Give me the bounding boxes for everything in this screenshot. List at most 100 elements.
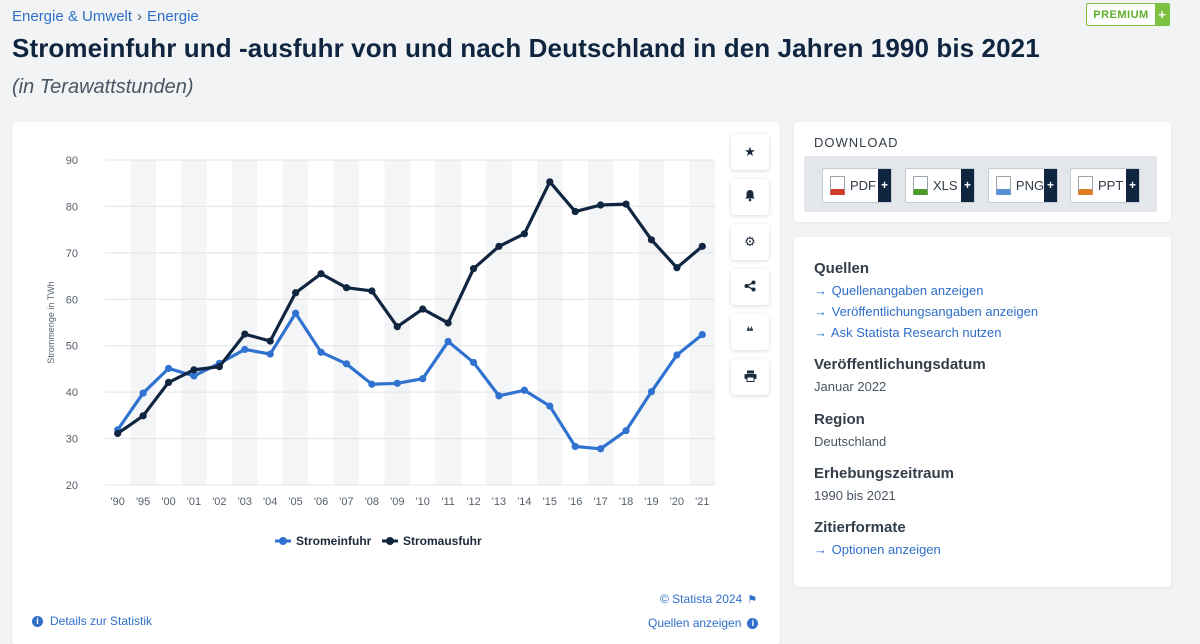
data-point[interactable] <box>215 363 223 371</box>
breadcrumb-separator: › <box>137 8 143 25</box>
data-point[interactable] <box>317 348 325 356</box>
legend-item-stromausfuhr[interactable]: Stromausfuhr <box>382 534 482 548</box>
download-xls-button[interactable]: XLS + <box>905 168 975 203</box>
premium-button[interactable]: PREMIUM + <box>1086 3 1170 26</box>
data-point[interactable] <box>241 330 249 338</box>
data-point[interactable] <box>393 323 401 331</box>
citation-options-link[interactable]: → Optionen anzeigen <box>814 542 941 557</box>
source-link-research[interactable]: → Ask Statista Research nutzen <box>814 325 1001 340</box>
data-point[interactable] <box>164 378 173 386</box>
page-subtitle: (in Terawattstunden) <box>12 76 194 98</box>
data-point[interactable] <box>139 412 147 420</box>
column-band <box>333 160 360 485</box>
download-pdf-label: PDF <box>850 178 876 193</box>
data-point[interactable] <box>647 388 656 396</box>
share-button[interactable] <box>731 269 769 305</box>
column-band <box>537 160 563 485</box>
column-band <box>638 160 665 485</box>
data-point[interactable] <box>241 345 249 354</box>
data-point[interactable] <box>520 386 528 394</box>
data-point[interactable] <box>114 429 122 438</box>
citation-heading: Zitierformate <box>814 519 906 536</box>
legend-label: Stromausfuhr <box>403 534 482 548</box>
notification-button[interactable] <box>731 179 769 215</box>
breadcrumb-item-energie-umwelt[interactable]: Energie & Umwelt <box>12 8 133 25</box>
details-link[interactable]: i Details zur Statistik <box>32 614 152 628</box>
data-point[interactable] <box>444 319 452 327</box>
data-point[interactable] <box>698 330 706 339</box>
data-point[interactable] <box>469 265 478 273</box>
data-point[interactable] <box>597 445 605 453</box>
arrow-right-icon: → <box>814 325 827 340</box>
data-point[interactable] <box>393 379 401 387</box>
data-point[interactable] <box>469 358 478 367</box>
data-point[interactable] <box>139 389 147 397</box>
settings-button[interactable]: ⚙ <box>731 224 769 260</box>
data-point[interactable] <box>342 360 351 368</box>
legend-label: Stromeinfuhr <box>296 534 372 548</box>
legend-marker <box>386 537 394 545</box>
data-point[interactable] <box>292 289 300 297</box>
x-tick-label: '10 <box>416 496 430 508</box>
data-point[interactable] <box>266 350 274 358</box>
arrow-right-icon: → <box>814 304 827 319</box>
data-point[interactable] <box>622 200 630 208</box>
data-point[interactable] <box>520 230 528 238</box>
series-line-stromeinfuhr <box>116 311 704 451</box>
x-tick-label: '03 <box>238 496 252 508</box>
data-point[interactable] <box>164 364 173 373</box>
cite-button[interactable]: ❝ <box>731 314 769 350</box>
data-point[interactable] <box>622 427 630 435</box>
data-point[interactable] <box>419 375 427 383</box>
favorite-button[interactable]: ★ <box>731 134 769 170</box>
show-sources-link[interactable]: Quellen anzeigen i <box>648 616 759 630</box>
survey-period-heading: Erhebungszeitraum <box>814 465 955 482</box>
data-point[interactable] <box>317 270 325 278</box>
data-point[interactable] <box>698 242 706 250</box>
data-point[interactable] <box>647 236 656 244</box>
column-band <box>130 160 156 485</box>
data-point[interactable] <box>190 372 198 380</box>
data-point[interactable] <box>571 442 579 451</box>
data-point[interactable] <box>368 287 376 295</box>
download-ppt-button[interactable]: PPT + <box>1070 168 1140 203</box>
data-point[interactable] <box>444 337 452 346</box>
source-link-sources[interactable]: → Quellenangaben anzeigen <box>814 283 983 298</box>
data-point[interactable] <box>368 380 376 388</box>
x-tick-label: '00 <box>161 496 175 508</box>
data-point[interactable] <box>266 337 274 345</box>
column-band <box>587 160 614 485</box>
survey-period-value: 1990 bis 2021 <box>814 488 896 503</box>
data-point[interactable] <box>190 366 198 374</box>
y-tick-label: 90 <box>66 155 78 167</box>
download-pdf-button[interactable]: PDF + <box>822 168 892 203</box>
print-button[interactable] <box>731 359 769 395</box>
data-point[interactable] <box>571 207 579 216</box>
data-point[interactable] <box>673 351 681 359</box>
flag-icon[interactable]: ⚑ <box>747 594 758 606</box>
download-png-button[interactable]: PNG + <box>988 168 1058 203</box>
source-link-publication[interactable]: → Veröffentlichungsangaben anzeigen <box>814 304 1038 319</box>
x-tick-label: '15 <box>543 496 557 508</box>
plus-icon: + <box>1126 169 1139 202</box>
x-tick-label: '02 <box>212 496 226 508</box>
legend-item-stromeinfuhr[interactable]: Stromeinfuhr <box>275 534 372 548</box>
data-point[interactable] <box>495 392 503 400</box>
copyright[interactable]: © Statista 2024 ⚑ <box>660 592 757 606</box>
x-tick-label: '19 <box>644 496 658 508</box>
x-tick-label: '06 <box>314 496 328 508</box>
data-point[interactable] <box>673 264 681 272</box>
data-point[interactable] <box>495 242 503 250</box>
data-point[interactable] <box>546 402 554 410</box>
data-point[interactable] <box>419 305 427 313</box>
breadcrumb-item-energie[interactable]: Energie <box>147 8 199 25</box>
data-point[interactable] <box>597 201 605 209</box>
data-point[interactable] <box>342 284 351 292</box>
bell-icon <box>744 189 756 205</box>
print-icon <box>744 370 757 385</box>
y-tick-label: 50 <box>66 341 78 353</box>
ppt-file-icon <box>1078 176 1093 195</box>
data-point[interactable] <box>546 178 554 186</box>
details-label: Details zur Statistik <box>50 614 153 628</box>
data-point[interactable] <box>292 309 300 317</box>
